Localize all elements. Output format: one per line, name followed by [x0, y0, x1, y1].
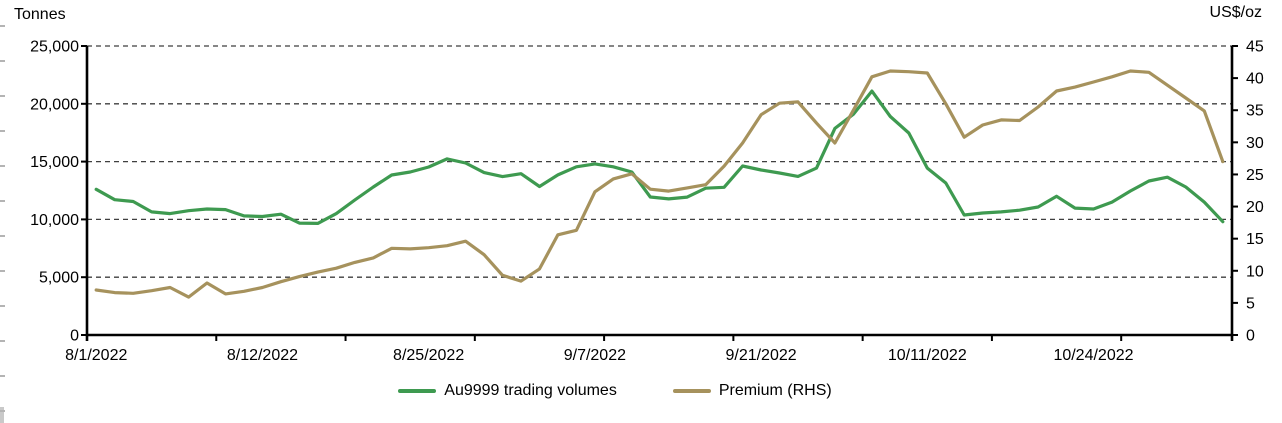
- left-axis-title: Tonnes: [14, 6, 66, 23]
- left-edge-artifact-tick: [0, 200, 5, 202]
- right-axis-tick-label: 5: [1246, 295, 1255, 312]
- series-au9999-line: [94, 89, 1225, 225]
- left-edge-artifact-tick: [0, 410, 5, 412]
- left-edge-artifact-strip: [0, 407, 4, 423]
- left-edge-artifact-tick: [0, 305, 5, 307]
- left-edge-artifact-tick: [0, 25, 5, 27]
- right-axis-tick-label: 15: [1246, 231, 1264, 248]
- left-edge-artifact-tick: [0, 375, 5, 377]
- right-axis-tick-label: 40: [1246, 71, 1264, 88]
- legend-label-au9999: Au9999 trading volumes: [444, 382, 617, 399]
- right-axis-tick-label: 30: [1246, 135, 1264, 152]
- left-edge-artifact-tick: [0, 60, 5, 62]
- series-premium-line: [94, 69, 1225, 299]
- x-axis-label: 8/12/2022: [227, 347, 298, 364]
- x-axis-label: 8/1/2022: [65, 347, 127, 364]
- left-axis-tick-label: 15,000: [30, 154, 79, 171]
- x-axis-label: 10/11/2022: [888, 347, 967, 364]
- left-edge-artifact-tick: [0, 130, 5, 132]
- right-axis-tick-label: 45: [1246, 39, 1264, 56]
- left-axis-tick-label: 20,000: [30, 96, 79, 113]
- left-edge-artifact-tick: [0, 95, 5, 97]
- right-axis-tick-label: 25: [1246, 167, 1264, 184]
- right-axis-tick-label: 35: [1246, 103, 1264, 120]
- left-axis-tick-label: 0: [70, 328, 79, 345]
- chart-legend: Au9999 trading volumes Premium (RHS): [0, 382, 1256, 400]
- legend-swatch-au9999: [398, 389, 437, 393]
- right-axis-tick-label: 0: [1246, 328, 1255, 345]
- left-axis-tick-label: 10,000: [30, 212, 79, 229]
- left-edge-artifact-tick: [0, 165, 5, 167]
- legend-swatch-premium: [672, 389, 711, 393]
- left-axis-tick-label: 5,000: [39, 270, 79, 287]
- left-edge-artifact-tick: [0, 235, 5, 237]
- right-axis-title: US$/oz: [1209, 4, 1262, 21]
- x-axis-label: 9/7/2022: [564, 347, 626, 364]
- legend-label-premium: Premium (RHS): [718, 382, 832, 399]
- left-edge-artifact-tick: [0, 270, 5, 272]
- legend-item-au9999: Au9999 trading volumes: [398, 382, 617, 400]
- x-axis-label: 10/24/2022: [1053, 347, 1133, 364]
- left-edge-artifact-tick: [0, 340, 5, 342]
- left-axis-tick-label: 25,000: [30, 39, 79, 56]
- right-axis-tick-label: 10: [1246, 263, 1264, 280]
- x-axis-label: 9/21/2022: [725, 347, 796, 364]
- right-axis-tick-label: 20: [1246, 199, 1264, 216]
- x-axis-label: 8/25/2022: [393, 347, 464, 364]
- legend-item-premium: Premium (RHS): [672, 382, 832, 400]
